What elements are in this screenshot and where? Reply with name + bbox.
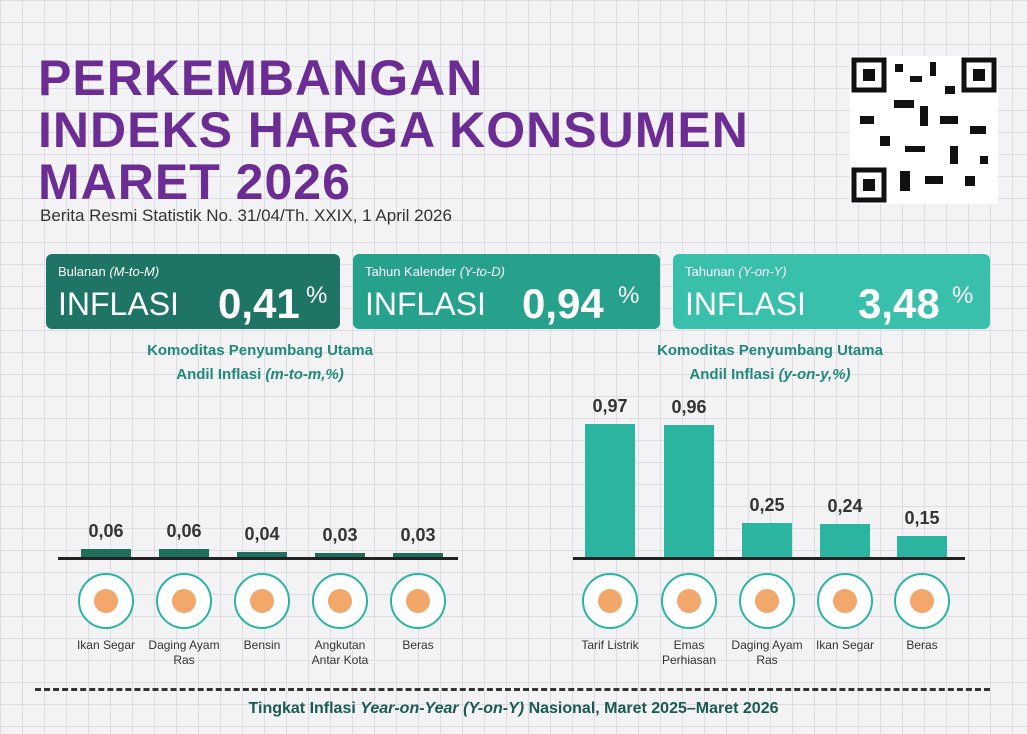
- period: Tahunan: [685, 264, 735, 279]
- category-icon: [817, 573, 873, 629]
- kpi-card: Bulanan (M-to-M) INFLASI 0,41%: [46, 254, 340, 329]
- footer-text: Nasional, Maret 2025–Maret 2026: [524, 700, 779, 717]
- chart-title-part: (m-to-m,%): [265, 366, 344, 383]
- period: Tahun Kalender: [365, 264, 457, 279]
- chart-title: Andil Inflasi (m-to-m,%): [60, 363, 460, 387]
- category-label: Ikan Segar: [815, 638, 875, 652]
- footer-text: Tingkat Inflasi: [248, 700, 361, 717]
- category-label: Ikan Segar: [76, 638, 136, 652]
- baseline: [58, 557, 458, 560]
- category-label: Tarif Listrik: [581, 638, 639, 652]
- bar: [820, 524, 870, 557]
- bar: [393, 552, 443, 557]
- bar: [897, 536, 947, 557]
- category-icon: [156, 573, 212, 629]
- subtitle: Berita Resmi Statistik No. 31/04/Th. XXI…: [40, 206, 452, 225]
- chart-title: Komoditas Penyumbang Utama: [657, 342, 883, 359]
- bar: [585, 424, 635, 557]
- card-value: 0,94: [522, 280, 604, 327]
- period-code: (Y-on-Y): [738, 264, 787, 279]
- card-value: 3,48: [858, 280, 940, 327]
- category-label: Bensin: [243, 638, 281, 652]
- qr-code: [850, 56, 998, 204]
- value-label: 0,03: [400, 524, 436, 545]
- card-value: 0,41: [218, 280, 300, 327]
- category-icon: [739, 573, 795, 629]
- category-label: Emas Perhiasan: [661, 638, 717, 667]
- chart-title-part: (y-on-y,%): [778, 366, 851, 383]
- bar: [664, 425, 714, 557]
- category-icon: [390, 573, 446, 629]
- value-label: 0,24: [827, 496, 863, 517]
- bar: [237, 551, 287, 557]
- card-unit: %: [306, 282, 328, 309]
- category-icon: [582, 573, 638, 629]
- chart-title: Komoditas Penyumbang Utama: [147, 342, 373, 359]
- category-icon: [312, 573, 368, 629]
- title-line: MARET 2026: [38, 154, 351, 210]
- bar: [159, 548, 209, 557]
- title-line: PERKEMBANGAN: [38, 50, 484, 106]
- period-code: (Y-to-D): [459, 264, 505, 279]
- category-icon: [234, 573, 290, 629]
- category-label: Angkutan Antar Kota: [311, 638, 369, 667]
- title-line: INDEKS HARGA KONSUMEN: [38, 102, 749, 158]
- footer: Tingkat Inflasi Year-on-Year (Y-on-Y) Na…: [0, 700, 1027, 718]
- value-label: 0,97: [592, 396, 628, 417]
- card-period: Tahunan (Y-on-Y): [685, 264, 787, 279]
- value-label: 0,96: [671, 397, 707, 418]
- card-unit: %: [618, 282, 640, 309]
- category-icon: [894, 573, 950, 629]
- card-label: INFLASI: [365, 286, 486, 322]
- card-label: INFLASI: [58, 286, 179, 322]
- card-period: Bulanan (M-to-M): [58, 264, 159, 279]
- card-label: INFLASI: [685, 286, 806, 322]
- category-icon: [78, 573, 134, 629]
- card-unit: %: [952, 282, 974, 309]
- category-label: Beras: [906, 638, 938, 652]
- card-period: Tahun Kalender (Y-to-D): [365, 264, 505, 279]
- footer-text: Year-on-Year (Y-on-Y): [360, 700, 525, 717]
- chart-title-part: Andil Inflasi: [689, 366, 775, 383]
- value-label: 0,25: [749, 494, 785, 515]
- baseline: [573, 557, 965, 560]
- value-label: 0,04: [244, 523, 280, 544]
- category-label: Daging Ayam Ras: [731, 638, 803, 667]
- value-label: 0,15: [904, 508, 940, 529]
- period: Bulanan: [58, 264, 106, 279]
- value-label: 0,03: [322, 524, 358, 545]
- chart-title-part: Andil Inflasi: [176, 366, 262, 383]
- category-label: Daging Ayam Ras: [148, 638, 220, 667]
- bar: [81, 548, 131, 557]
- value-label: 0,06: [166, 520, 202, 541]
- category-icon: [661, 573, 717, 629]
- category-label: Beras: [402, 638, 434, 652]
- bar: [315, 552, 365, 557]
- chart-title: Andil Inflasi (y-on-y,%): [570, 363, 970, 387]
- kpi-card: Tahunan (Y-on-Y) INFLASI 3,48%: [673, 254, 990, 329]
- divider: [35, 688, 990, 691]
- bar: [742, 522, 792, 557]
- kpi-card: Tahun Kalender (Y-to-D) INFLASI 0,94%: [353, 254, 660, 329]
- value-label: 0,06: [88, 520, 124, 541]
- period-code: (M-to-M): [109, 264, 160, 279]
